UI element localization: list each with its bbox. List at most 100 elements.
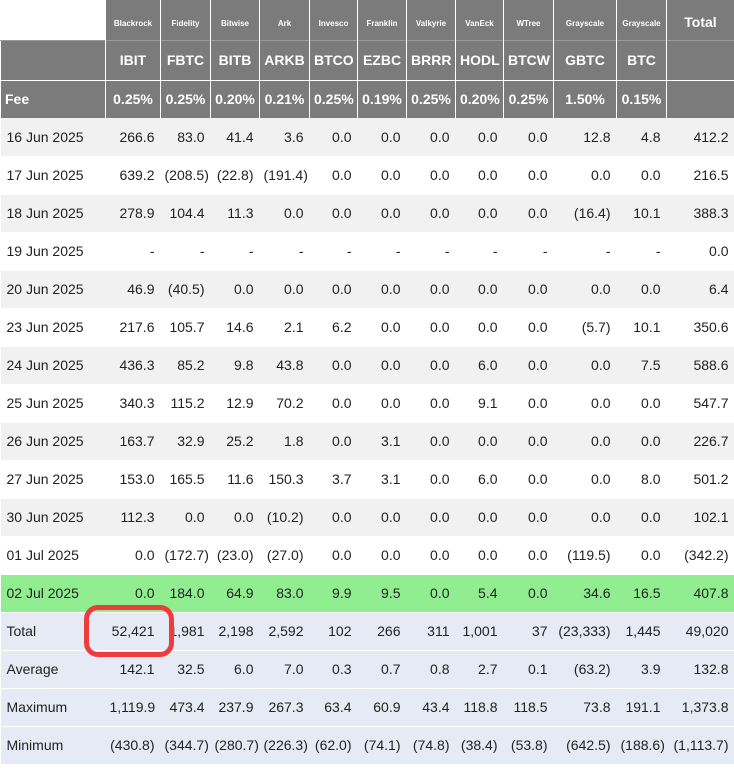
- flow-cell: (74.8): [406, 726, 456, 765]
- flow-cell: 0.0: [357, 156, 407, 195]
- date-cell: 25 Jun 2025: [0, 384, 106, 423]
- table-row: 16 Jun 2025 266.6 83.0 41.4 3.6 0.0 0.0 0.0 0.0 0…: [0, 118, 734, 157]
- ticker-symbol: BTCW: [503, 39, 554, 80]
- flow-cell: 639.2: [105, 156, 161, 195]
- flow-cell: 85.2: [160, 346, 211, 385]
- ticker-symbol: FBTC: [160, 39, 211, 80]
- flow-cell: 2.7: [455, 650, 504, 689]
- flow-cell: 0.0: [406, 346, 456, 385]
- flow-cell: 34.6: [553, 574, 617, 613]
- flow-cell: -: [105, 232, 161, 271]
- flow-cell: 0.0: [503, 156, 554, 195]
- summary-row: Minimum (430.8) (344.7) (280.7) (226.3) (62.0…: [0, 726, 734, 765]
- summary-label: Total: [0, 612, 106, 651]
- table-row: 18 Jun 2025 278.9 104.4 11.3 0.0 0.0 0.0 0.0 0.0…: [0, 194, 734, 233]
- flow-cell: (119.5): [553, 536, 617, 575]
- flow-cell: 16.5: [616, 574, 667, 613]
- fee-value: 0.20%: [455, 79, 504, 118]
- flow-cell: 0.0: [210, 498, 260, 537]
- fee-value: 0.19%: [357, 79, 407, 118]
- date-cell: 30 Jun 2025: [0, 498, 106, 537]
- flow-cell: 0.0: [503, 384, 554, 423]
- flow-cell: 278.9: [105, 194, 161, 233]
- table-row: 23 Jun 2025 217.6 105.7 14.6 2.1 6.2 0.0 0.0 0.0…: [0, 308, 734, 347]
- ticker-symbol: GBTC: [553, 39, 617, 80]
- table-row: 17 Jun 2025 639.2 (208.5) (22.8) (191.4) 0.0 0…: [0, 156, 734, 195]
- table-row: 30 Jun 2025 112.3 0.0 0.0 (10.2) 0.0 0.0 0.0 0.0…: [0, 498, 734, 537]
- fee-value: 0.21%: [259, 79, 310, 118]
- flow-cell: 0.0: [406, 270, 456, 309]
- total-column-header: Total: [666, 0, 734, 40]
- flow-cell: 340.3: [105, 384, 161, 423]
- flow-cell: 6.0: [210, 650, 260, 689]
- flow-cell: 105.7: [160, 308, 211, 347]
- flow-cell: 9.9: [309, 574, 358, 613]
- flow-cell: 0.0: [455, 270, 504, 309]
- fee-value: 0.25%: [309, 79, 358, 118]
- flow-cell: 0.0: [503, 308, 554, 347]
- flow-cell: 0.0: [309, 498, 358, 537]
- flow-cell: -: [406, 232, 456, 271]
- flow-cell: 9.8: [210, 346, 260, 385]
- flow-cell: -: [503, 232, 554, 271]
- flow-cell: (63.2): [553, 650, 617, 689]
- flow-cell: 41.4: [210, 118, 260, 157]
- total-cell: 407.8: [666, 574, 734, 613]
- summary-label: Average: [0, 650, 106, 689]
- flow-cell: 267.3: [259, 688, 310, 727]
- flow-cell: 3.7: [309, 460, 358, 499]
- flow-cell: (191.4): [259, 156, 310, 195]
- table-row: 26 Jun 2025 163.7 32.9 25.2 1.8 0.0 3.1 0.0 0.0 0…: [0, 422, 734, 461]
- flow-cell: 0.8: [406, 650, 456, 689]
- flow-cell: 0.0: [309, 194, 358, 233]
- flow-cell: 0.0: [357, 270, 407, 309]
- date-cell: 01 Jul 2025: [0, 536, 106, 575]
- summary-row: Total 52,421 1,981 2,198 2,592 102 266 311 1,001…: [0, 612, 734, 651]
- flow-cell: -: [455, 232, 504, 271]
- flow-cell: 0.0: [309, 118, 358, 157]
- date-cell: 24 Jun 2025: [0, 346, 106, 385]
- flow-cell: 0.0: [553, 384, 617, 423]
- flow-cell: 11.3: [210, 194, 260, 233]
- flow-cell: 0.0: [455, 156, 504, 195]
- flow-cell: 266: [357, 612, 407, 651]
- ticker-symbol: BTCO: [309, 39, 358, 80]
- date-cell: 18 Jun 2025: [0, 194, 106, 233]
- flow-cell: (38.4): [455, 726, 504, 765]
- flow-cell: 2,198: [210, 612, 260, 651]
- flow-cell: 12.9: [210, 384, 260, 423]
- flow-cell: 10.1: [616, 194, 667, 233]
- flow-cell: (642.5): [553, 726, 617, 765]
- ticker-symbol: ARKB: [259, 39, 310, 80]
- date-cell: 19 Jun 2025: [0, 232, 106, 271]
- total-cell: 388.3: [666, 194, 734, 233]
- flow-cell: (16.4): [553, 194, 617, 233]
- flow-cell: (53.8): [503, 726, 554, 765]
- flow-cell: 7.5: [616, 346, 667, 385]
- fee-value: 1.50%: [553, 79, 617, 118]
- flow-cell: 0.0: [553, 460, 617, 499]
- flow-cell: 0.0: [616, 384, 667, 423]
- flow-cell: (27.0): [259, 536, 310, 575]
- fee-value: 0.25%: [503, 79, 554, 118]
- flow-cell: 0.0: [357, 118, 407, 157]
- ticker-symbol: BITB: [210, 39, 260, 80]
- flow-cell: 1,119.9: [105, 688, 161, 727]
- fee-value: 0.20%: [210, 79, 260, 118]
- issuer-name: Ark: [259, 0, 310, 40]
- flow-cell: (22.8): [210, 156, 260, 195]
- flow-cell: 473.4: [160, 688, 211, 727]
- flow-cell: 0.0: [553, 346, 617, 385]
- flow-cell: -: [309, 232, 358, 271]
- flow-cell: 112.3: [105, 498, 161, 537]
- daily-flows-body: 16 Jun 2025 266.6 83.0 41.4 3.6 0.0 0.0 0.0 0.0 0…: [0, 118, 734, 613]
- flow-cell: 0.0: [309, 270, 358, 309]
- flow-cell: -: [210, 232, 260, 271]
- flow-cell: 0.0: [455, 118, 504, 157]
- total-cell: (1,113.7): [666, 726, 734, 765]
- flow-cell: (40.5): [160, 270, 211, 309]
- fee-value: 0.25%: [406, 79, 456, 118]
- issuer-name: Grayscale: [553, 0, 617, 40]
- flow-cell: 63.4: [309, 688, 358, 727]
- flow-cell: 0.0: [503, 194, 554, 233]
